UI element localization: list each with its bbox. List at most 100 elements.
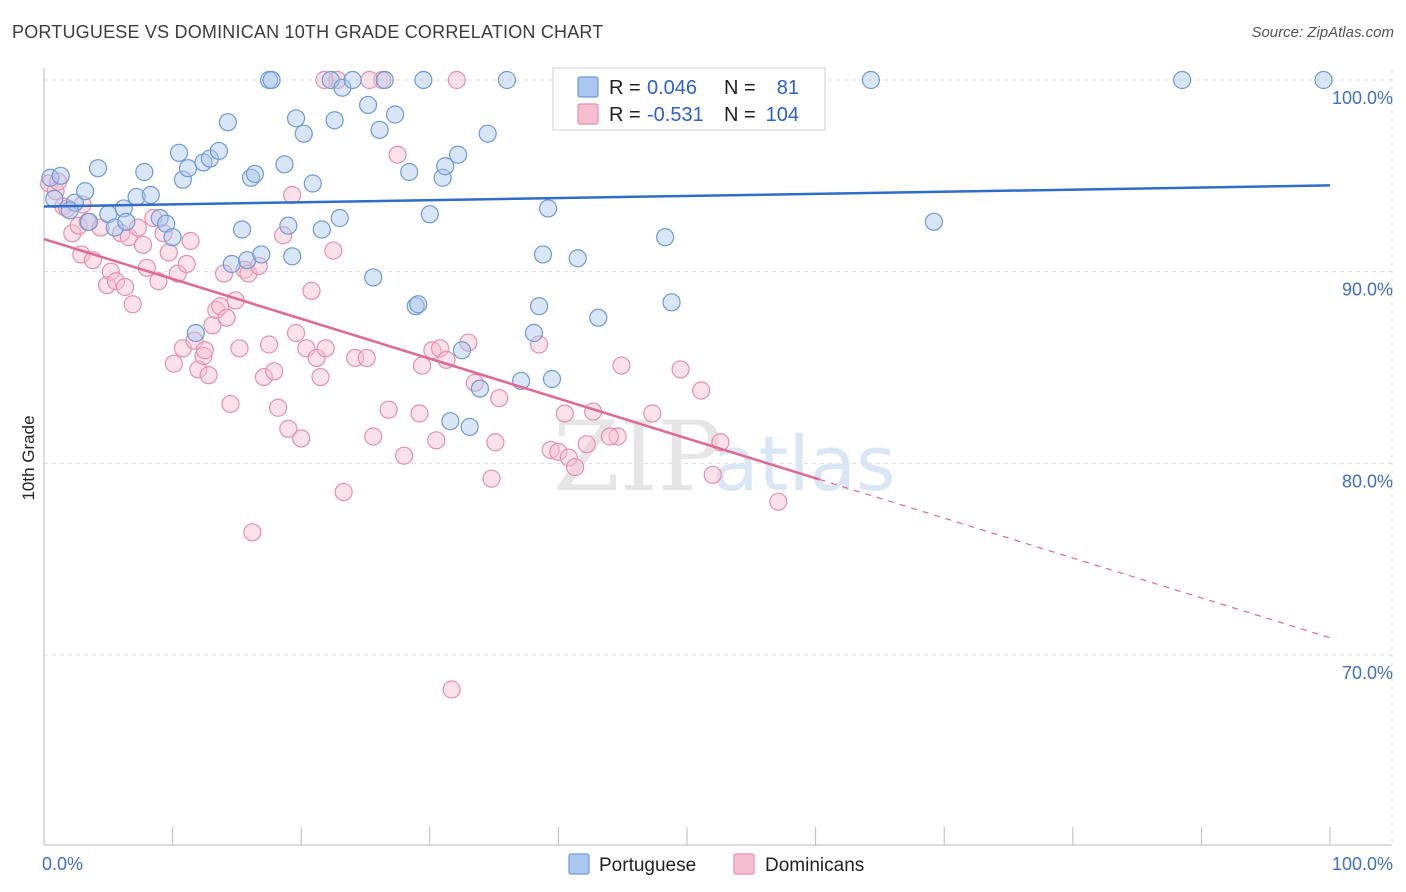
legend-swatch-pink <box>577 103 599 125</box>
portuguese-point <box>245 164 265 184</box>
portuguese-point <box>530 297 549 316</box>
dominicans-point <box>164 354 183 373</box>
portuguese-point <box>448 145 468 164</box>
dominicans-point <box>703 465 722 484</box>
dominicans-point <box>388 145 407 164</box>
portuguese-point <box>79 212 99 231</box>
portuguese-point <box>924 212 944 231</box>
dominicans-point <box>106 272 126 291</box>
dominicans-point <box>274 226 293 245</box>
portuguese-point <box>178 159 198 178</box>
dominicans-point <box>357 348 376 368</box>
dominicans-point <box>181 231 200 251</box>
dominicans-point <box>123 295 142 314</box>
portuguese-point <box>497 70 517 90</box>
dominicans-point <box>465 373 484 392</box>
dominicans-point <box>133 235 153 254</box>
y-axis-label: 10th Grade <box>19 415 38 500</box>
dominicans-point <box>364 427 383 446</box>
portuguese-point <box>542 369 562 389</box>
portuguese-point <box>539 199 558 218</box>
dominicans-point <box>447 70 466 90</box>
dominicans-point <box>315 70 334 90</box>
dominicans-point <box>265 362 284 381</box>
portuguese-point <box>1314 70 1333 90</box>
watermark-zip: ZIP <box>553 401 722 513</box>
watermark-atlas: atlas <box>712 419 896 508</box>
dominicans-point <box>430 339 450 358</box>
portuguese-point <box>375 70 394 90</box>
dominicans-point <box>214 264 234 283</box>
trend-lines <box>43 184 1331 639</box>
bottom-legend-label-portuguese: Portuguese <box>599 855 696 876</box>
dominicans-point <box>608 427 627 446</box>
portuguese-point <box>358 95 378 115</box>
dominicans-point <box>259 335 279 354</box>
dominicans-point <box>128 218 147 237</box>
portuguese-point <box>433 168 452 187</box>
bottom-legend-label-dominicans: Dominicans <box>765 855 864 876</box>
portuguese-point <box>1173 70 1192 90</box>
portuguese-point <box>370 120 389 139</box>
dominicans-point <box>199 366 218 385</box>
dominicans-point <box>427 431 446 450</box>
dominicans-point <box>360 70 379 90</box>
legend-r-value-pink: -0.531 <box>647 104 704 126</box>
portuguese-point <box>589 308 608 327</box>
dominicans-point <box>643 404 662 423</box>
dominicans-point <box>91 218 110 237</box>
dominicans-point <box>159 243 178 262</box>
dominicans-point <box>566 458 585 477</box>
dominicans-point <box>286 323 306 343</box>
dominicans-point <box>101 262 120 281</box>
dominicans-point <box>482 469 501 488</box>
correlation-legend: R = 0.046 N = 81 R = -0.531 N = 104 <box>552 67 826 131</box>
portuguese-point <box>330 208 349 228</box>
y-tick-label: 80.0% <box>1342 471 1393 491</box>
portuguese-point <box>452 341 472 360</box>
portuguese-point <box>436 157 455 176</box>
legend-swatch-blue <box>577 76 599 98</box>
dominicans-point <box>555 404 574 423</box>
portuguese-point <box>409 295 428 314</box>
dominicans-point <box>283 185 302 205</box>
dominicans-point <box>612 356 631 375</box>
portuguese-point <box>60 201 79 220</box>
dominicans-point <box>292 429 311 448</box>
portuguese-point <box>364 268 383 287</box>
dominicans-point <box>486 433 505 452</box>
dominicans-point <box>302 281 321 300</box>
portuguese-point <box>460 417 479 437</box>
portuguese-point <box>169 143 189 162</box>
dominicans-point <box>490 389 509 408</box>
legend-r-label-pink: R = <box>609 104 641 126</box>
portuguese-point <box>252 245 271 264</box>
portuguese-point <box>51 166 70 185</box>
portuguese-point <box>275 155 294 174</box>
portuguese-point <box>385 105 405 124</box>
portuguese-point <box>262 70 281 90</box>
dominicans-point <box>600 427 619 446</box>
dominicans-point <box>177 254 196 274</box>
portuguese-point <box>662 293 681 312</box>
portuguese-point <box>325 111 344 130</box>
portuguese-point <box>232 220 252 239</box>
dominicans-point <box>243 523 262 542</box>
portuguese-point <box>117 212 136 231</box>
y-tick-label: 90.0% <box>1342 280 1393 300</box>
portuguese-point <box>88 159 108 178</box>
bottom-legend-swatch-dominicans <box>733 853 755 875</box>
axis-layer <box>43 68 1392 846</box>
dominicans-trend-extension <box>819 478 1331 639</box>
portuguese-point <box>343 70 362 90</box>
portuguese-point <box>406 297 425 316</box>
bottom-legend-swatch-portuguese <box>568 853 590 875</box>
dominicans-trend-line <box>43 237 820 481</box>
y-tick-label: 70.0% <box>1342 663 1393 683</box>
portuguese-point <box>533 245 553 264</box>
watermark: ZIP atlas <box>553 401 896 513</box>
portuguese-point <box>656 228 675 247</box>
portuguese-point <box>441 412 460 431</box>
portuguese-point <box>209 141 228 161</box>
